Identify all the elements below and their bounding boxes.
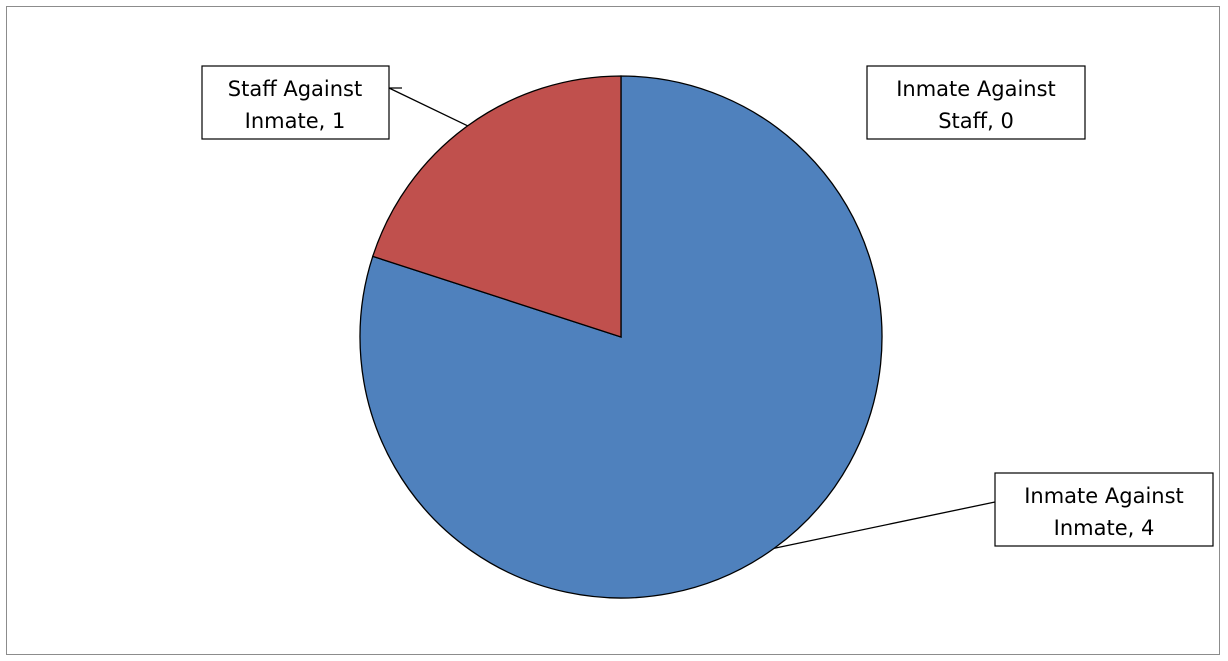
- pie-slice-staff-against-inmate: [371, 75, 622, 338]
- data-label-staff-against-inmate: Staff Against Inmate, 1: [201, 65, 390, 140]
- data-label-box: [201, 65, 390, 140]
- data-label-inmate-against-staff: Inmate Against Staff, 0: [866, 65, 1086, 140]
- data-label-text: Inmate Against: [896, 77, 1056, 101]
- data-label-inmate-against-inmate: Inmate Against Inmate, 4: [994, 472, 1214, 547]
- data-label-text: Inmate, 4: [1054, 516, 1155, 540]
- data-label-text: Staff Against: [228, 77, 362, 101]
- leader-line-staff-against-inmate: [388, 87, 468, 127]
- data-labels: Inmate Against Inmate, 4 Staff Against I…: [201, 65, 1214, 547]
- data-label-text: Inmate, 1: [245, 109, 346, 133]
- data-label-box: [866, 65, 1086, 140]
- data-label-text: Staff, 0: [938, 109, 1014, 133]
- pie-slices: [359, 75, 883, 599]
- data-label-box: [994, 472, 1214, 547]
- data-label-text: Inmate Against: [1024, 484, 1184, 508]
- leader-line-inmate-against-inmate: [774, 501, 996, 549]
